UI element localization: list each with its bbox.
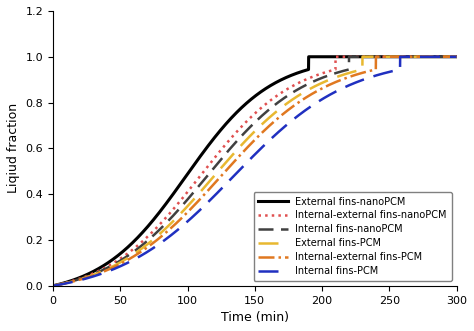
Internal-external fins-PCM bbox=[96, 271, 102, 275]
Line: Internal fins-nanoPCM: Internal fins-nanoPCM bbox=[53, 57, 456, 286]
Internal-external fins-PCM bbox=[373, 55, 379, 59]
Internal-external fins-nanoPCM bbox=[446, 55, 452, 59]
Internal fins-nanoPCM bbox=[402, 55, 408, 59]
External fins-nanoPCM bbox=[96, 266, 102, 270]
Internal fins-PCM bbox=[454, 55, 459, 59]
External fins-nanoPCM bbox=[222, 123, 228, 127]
Internal fins-nanoPCM bbox=[346, 55, 352, 59]
Internal fins-PCM bbox=[446, 55, 452, 59]
External fins-PCM bbox=[205, 181, 210, 185]
External fins-nanoPCM bbox=[205, 144, 210, 148]
Internal-external fins-PCM bbox=[446, 55, 452, 59]
External fins-nanoPCM bbox=[120, 250, 126, 254]
Internal fins-nanoPCM bbox=[96, 270, 102, 274]
Internal-external fins-nanoPCM bbox=[120, 255, 126, 259]
Internal-external fins-nanoPCM bbox=[96, 269, 102, 273]
Internal-external fins-nanoPCM bbox=[222, 143, 228, 147]
Y-axis label: Liqiud fraction: Liqiud fraction bbox=[7, 103, 20, 193]
Internal-external fins-PCM bbox=[222, 169, 228, 173]
Line: Internal-external fins-PCM: Internal-external fins-PCM bbox=[53, 57, 456, 286]
Internal fins-nanoPCM bbox=[222, 152, 228, 156]
Internal fins-PCM bbox=[397, 55, 403, 59]
External fins-nanoPCM bbox=[306, 55, 311, 59]
Internal-external fins-PCM bbox=[454, 55, 459, 59]
Line: Internal fins-PCM: Internal fins-PCM bbox=[53, 57, 456, 286]
Internal fins-nanoPCM bbox=[50, 284, 56, 288]
Internal fins-nanoPCM bbox=[120, 257, 126, 261]
Internal-external fins-nanoPCM bbox=[454, 55, 459, 59]
External fins-PCM bbox=[360, 55, 365, 59]
External fins-PCM bbox=[120, 259, 126, 263]
Internal fins-PCM bbox=[120, 263, 126, 267]
External fins-PCM bbox=[446, 55, 452, 59]
Internal-external fins-PCM bbox=[402, 55, 408, 59]
External fins-PCM bbox=[402, 55, 408, 59]
Line: External fins-PCM: External fins-PCM bbox=[53, 57, 456, 286]
Internal-external fins-PCM bbox=[205, 189, 210, 193]
Line: Internal-external fins-nanoPCM: Internal-external fins-nanoPCM bbox=[53, 57, 456, 286]
Internal fins-PCM bbox=[50, 284, 56, 288]
X-axis label: Time (min): Time (min) bbox=[221, 311, 289, 324]
Internal fins-nanoPCM bbox=[446, 55, 452, 59]
External fins-nanoPCM bbox=[454, 55, 459, 59]
Internal-external fins-nanoPCM bbox=[50, 284, 56, 288]
Legend: External fins-nanoPCM, Internal-external fins-nanoPCM, Internal fins-nanoPCM, Ex: External fins-nanoPCM, Internal-external… bbox=[254, 192, 452, 281]
External fins-PCM bbox=[454, 55, 459, 59]
Internal-external fins-nanoPCM bbox=[333, 55, 338, 59]
Internal fins-PCM bbox=[96, 273, 102, 277]
Line: External fins-nanoPCM: External fins-nanoPCM bbox=[53, 57, 456, 286]
External fins-nanoPCM bbox=[402, 55, 408, 59]
External fins-PCM bbox=[50, 284, 56, 288]
Internal-external fins-PCM bbox=[50, 284, 56, 288]
External fins-PCM bbox=[96, 271, 102, 275]
Internal fins-nanoPCM bbox=[454, 55, 459, 59]
Internal-external fins-PCM bbox=[120, 260, 126, 264]
Internal fins-PCM bbox=[205, 201, 210, 205]
Internal fins-PCM bbox=[222, 183, 228, 187]
Internal-external fins-nanoPCM bbox=[402, 55, 408, 59]
External fins-nanoPCM bbox=[50, 284, 56, 288]
External fins-PCM bbox=[222, 161, 228, 165]
Internal-external fins-nanoPCM bbox=[205, 165, 210, 168]
External fins-nanoPCM bbox=[446, 55, 452, 59]
Internal fins-nanoPCM bbox=[205, 173, 210, 177]
Internal fins-PCM bbox=[402, 55, 408, 59]
